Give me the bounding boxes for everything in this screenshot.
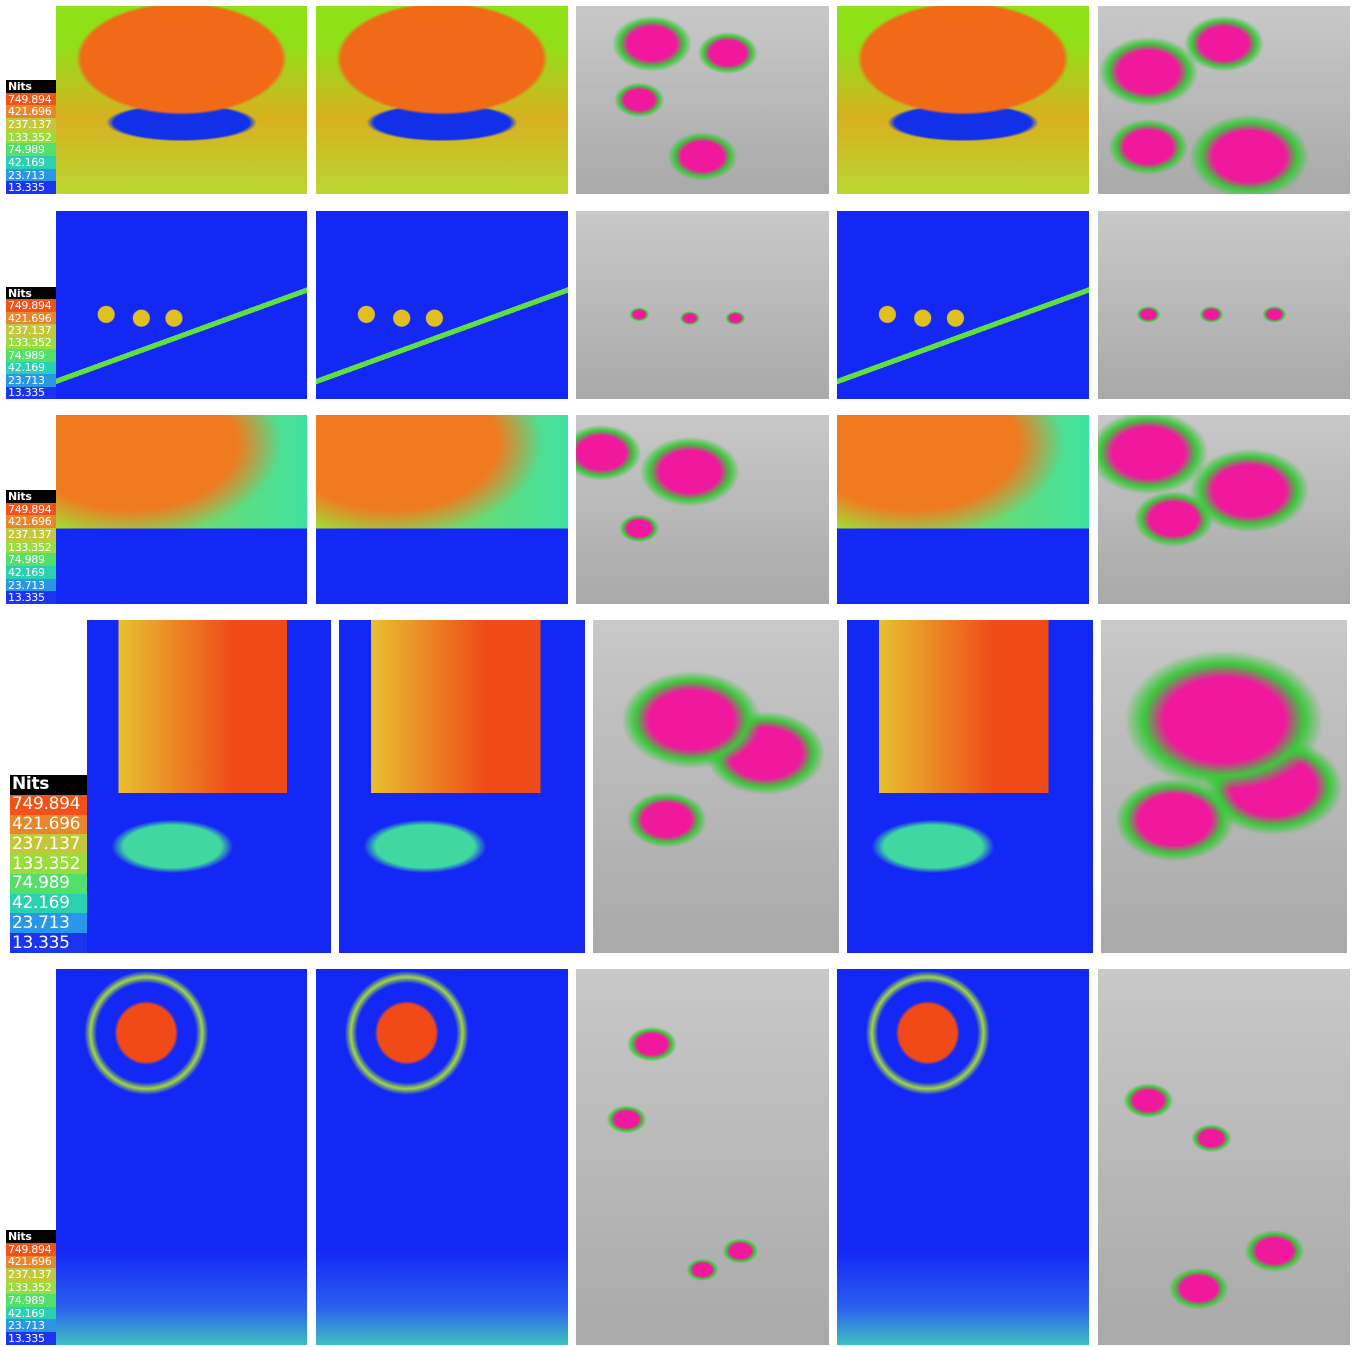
legend-value: 23.713 (6, 169, 56, 182)
legend-value: 42.169 (6, 362, 56, 374)
image-panel (593, 620, 839, 953)
legend-title: Nits (6, 80, 56, 93)
legend-value: 13.335 (6, 1332, 56, 1345)
image-panel (339, 620, 585, 953)
image-panel (837, 415, 1089, 604)
legend-value: 74.989 (6, 143, 56, 156)
image-panel (316, 6, 568, 194)
legend-value: 74.989 (6, 349, 56, 361)
legend-value: 23.713 (10, 913, 87, 933)
legend-value: 749.894 (6, 299, 56, 311)
image-panel (87, 620, 331, 953)
image-panel (316, 969, 568, 1345)
legend-value: 133.352 (6, 541, 56, 554)
image-panel (1098, 969, 1350, 1345)
image-panel (1101, 620, 1347, 953)
legend-value: 133.352 (6, 337, 56, 349)
image-panel (847, 620, 1093, 953)
legend-value: 42.169 (6, 1307, 56, 1320)
legend-value: 237.137 (6, 118, 56, 131)
image-panel (1098, 415, 1350, 604)
legend-value: 13.335 (6, 181, 56, 194)
image-panel (1098, 211, 1350, 399)
legend-value: 23.713 (6, 1319, 56, 1332)
figure: Nits749.894421.696237.137133.35274.98942… (0, 0, 1355, 1347)
legend-title: Nits (10, 775, 87, 795)
legend-value: 133.352 (6, 1281, 56, 1294)
legend-title: Nits (6, 287, 56, 299)
image-panel (56, 6, 307, 194)
legend-value: 13.335 (6, 591, 56, 604)
image-panel (837, 969, 1089, 1345)
legend-value: 421.696 (6, 1256, 56, 1269)
legend-value: 749.894 (6, 503, 56, 516)
image-panel (837, 6, 1089, 194)
legend-value: 133.352 (6, 131, 56, 144)
legend-value: 23.713 (6, 579, 56, 592)
legend-value: 749.894 (6, 1243, 56, 1256)
legend-value: 749.894 (10, 795, 87, 815)
image-panel (576, 969, 829, 1345)
legend-value: 421.696 (6, 515, 56, 528)
legend-value: 74.989 (10, 874, 87, 894)
image-panel (576, 6, 829, 194)
legend-value: 421.696 (10, 815, 87, 835)
legend-value: 13.335 (10, 933, 87, 953)
legend-value: 749.894 (6, 93, 56, 106)
legend-value: 421.696 (6, 312, 56, 324)
legend-value: 133.352 (10, 854, 87, 874)
image-panel (316, 415, 568, 604)
legend-value: 23.713 (6, 374, 56, 386)
legend-title: Nits (6, 1230, 56, 1243)
legend-value: 237.137 (6, 324, 56, 336)
legend-value: 421.696 (6, 105, 56, 118)
image-panel (56, 969, 307, 1345)
legend-value: 237.137 (6, 1268, 56, 1281)
image-panel (56, 415, 307, 604)
image-panel (316, 211, 568, 399)
legend-value: 42.169 (10, 894, 87, 914)
image-panel (576, 415, 829, 604)
legend-value: 237.137 (10, 834, 87, 854)
legend-value: 74.989 (6, 1294, 56, 1307)
legend-value: 13.335 (6, 387, 56, 399)
legend-title: Nits (6, 490, 56, 503)
legend-value: 42.169 (6, 566, 56, 579)
image-panel (576, 211, 829, 399)
image-panel (1098, 6, 1350, 194)
image-panel (837, 211, 1089, 399)
image-panel (56, 211, 307, 399)
legend-value: 42.169 (6, 156, 56, 169)
legend-value: 237.137 (6, 528, 56, 541)
legend-value: 74.989 (6, 553, 56, 566)
